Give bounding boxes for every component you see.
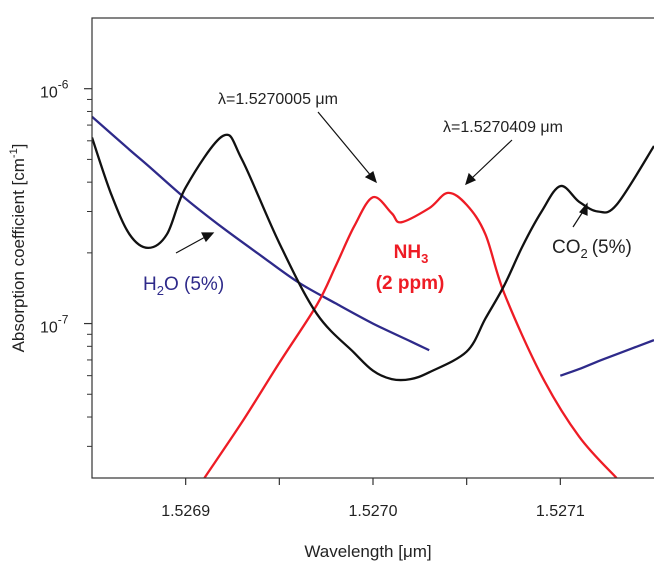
y-axis-title-main: Absorption coefficient [cm bbox=[9, 158, 28, 352]
annotation-arrows bbox=[175, 111, 588, 254]
nh3-label-sub: 3 bbox=[421, 251, 428, 266]
nh3-label-base: NH bbox=[394, 242, 421, 263]
co2-label-base: CO bbox=[552, 237, 581, 258]
h2o-label-base: H bbox=[143, 274, 157, 295]
x-tick-label-1: 1.5270 bbox=[349, 503, 398, 520]
y-tick-label-0: 10-6 bbox=[40, 78, 69, 102]
series-0-line-1 bbox=[559, 339, 654, 377]
y-axis-title: Absorption coefficient [cm-1] bbox=[8, 144, 28, 353]
h2o-arrowhead bbox=[201, 232, 215, 243]
h2o-label: H2O (5%) bbox=[143, 274, 224, 298]
peak2-annotation: λ=1.5270409 μm bbox=[443, 119, 563, 136]
series-1-line-0 bbox=[203, 191, 618, 478]
peak1-annotation: λ=1.5270005 μm bbox=[218, 91, 338, 108]
co2-label: CO2 (5%) bbox=[552, 237, 632, 261]
peak1-arrowhead bbox=[364, 171, 377, 184]
co2-arrowhead bbox=[579, 202, 588, 216]
peak2-arrowhead bbox=[465, 172, 477, 186]
nh3-label-line1: NH3 bbox=[394, 242, 429, 266]
h2o-arrow bbox=[175, 235, 208, 254]
co2-label-sub: 2 bbox=[581, 246, 588, 261]
nh3-label-line2: (2 ppm) bbox=[376, 273, 445, 294]
x-axis-title: Wavelength [μm] bbox=[304, 542, 431, 561]
h2o-label-rest: O (5%) bbox=[164, 274, 224, 295]
y-axis-title-sup: -1 bbox=[8, 148, 20, 158]
ticks-layer: 1.5269 1.5270 1.5271 10-6 10-7 bbox=[40, 78, 585, 520]
x-tick-label-2: 1.5271 bbox=[536, 503, 585, 520]
x-tick-label-0: 1.5269 bbox=[161, 503, 210, 520]
y-axis-title-end: ] bbox=[9, 144, 28, 149]
series-0-line-0 bbox=[92, 115, 430, 352]
plot-frame bbox=[91, 17, 654, 479]
h2o-label-sub: 2 bbox=[157, 283, 164, 298]
y-tick-label-1: 10-7 bbox=[40, 313, 69, 337]
peak1-arrow bbox=[317, 111, 373, 178]
series-2-line-0 bbox=[92, 133, 654, 382]
peak2-arrow bbox=[470, 139, 513, 180]
series-layer bbox=[92, 115, 654, 478]
co2-label-rest: (5%) bbox=[592, 237, 632, 258]
